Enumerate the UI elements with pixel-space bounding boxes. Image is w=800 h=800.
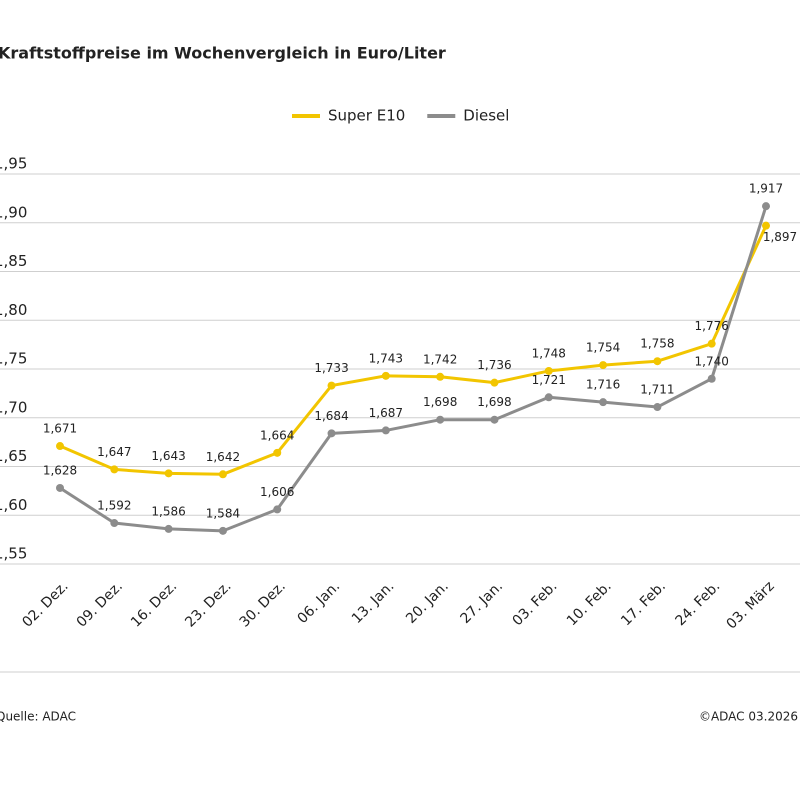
data-point [707,374,716,383]
chart-title: Kraftstoffpreise im Wochenvergleich in E… [0,44,446,63]
x-tick-label: 16. Dez. [128,578,180,630]
data-point [110,465,119,474]
data-point [381,371,390,380]
data-label: 1,698 [477,395,511,409]
series-line [59,225,768,476]
x-tick-label: 02. Dez. [19,578,71,630]
data-label: 1,721 [532,373,566,387]
data-label: 1,684 [314,409,348,423]
x-tick-label: 17. Feb. [618,578,669,629]
x-tick-label: 20. Jan. [403,578,452,627]
source: Quelle: ADAC [0,710,76,724]
x-tick-label: 23. Dez. [182,578,234,630]
x-tick-label: 24. Feb. [672,578,723,629]
data-label: 1,743 [369,351,403,365]
data-label: 1,643 [151,449,185,463]
data-point [327,381,336,390]
data-label: 1,733 [314,361,348,375]
data-point [56,483,64,492]
x-tick-label: 27. Jan. [458,578,507,627]
x-tick-label: 10. Feb. [564,578,615,629]
data-point [599,361,608,370]
y-tick-label: 1,70 [0,398,27,416]
data-label: 1,606 [260,485,294,499]
data-point [436,415,445,424]
data-label: 1,584 [206,506,240,520]
data-point [544,393,553,402]
legend-label: Diesel [463,107,509,125]
data-label: 1,592 [97,499,131,513]
data-point [218,526,227,535]
x-tick-label: 13. Jan. [349,578,398,627]
data-label: 1,758 [640,337,674,351]
data-point [273,505,282,514]
data-label: 1,628 [43,463,77,477]
x-tick-label: 03. März [724,578,778,632]
data-label: 1,716 [586,378,620,392]
data-point [544,366,553,375]
data-point [653,357,662,366]
data-point [327,429,336,438]
data-point [490,378,499,387]
data-point [436,372,445,381]
y-tick-label: 1,85 [0,252,27,270]
y-tick-label: 1,60 [0,496,27,514]
data-label: 1,748 [532,346,566,360]
y-tick-label: 1,55 [0,545,27,563]
data-point [164,469,173,478]
data-label: 1,917 [749,182,783,196]
data-point [707,339,716,348]
x-tick-label: 09. Dez. [74,578,126,630]
data-label: 1,897 [763,230,797,244]
series-line [59,205,768,533]
data-point [218,470,227,479]
data-point [653,403,662,412]
y-tick-label: 1,95 [0,155,27,173]
data-label: 1,776 [695,319,729,333]
data-label: 1,754 [586,341,620,355]
data-label: 1,647 [97,445,131,459]
x-tick-label: 06. Jan. [295,578,344,627]
data-label: 1,698 [423,395,457,409]
data-point [490,415,499,424]
data-label: 1,664 [260,428,294,442]
data-label: 1,671 [43,422,77,436]
data-point [381,426,390,435]
x-tick-label: 03. Feb. [510,578,561,629]
data-point [164,524,173,533]
data-point [599,398,608,407]
legend-label: Super E10 [328,107,405,125]
y-tick-label: 1,90 [0,203,27,221]
data-point [110,519,119,528]
copyright: ©ADAC 03.2026 [699,710,798,724]
data-point [762,221,770,230]
data-label: 1,711 [640,383,674,397]
data-label: 1,586 [151,504,185,518]
data-point [762,202,770,211]
data-point [56,442,64,451]
data-label: 1,740 [695,354,729,368]
data-label: 1,687 [369,406,403,420]
data-label: 1,642 [206,450,240,464]
data-point [273,448,282,457]
y-tick-label: 1,80 [0,301,27,319]
data-label: 1,742 [423,352,457,366]
data-label: 1,736 [477,358,511,372]
y-tick-label: 1,75 [0,350,27,368]
y-tick-label: 1,65 [0,447,27,465]
x-tick-label: 30. Dez. [237,578,289,630]
